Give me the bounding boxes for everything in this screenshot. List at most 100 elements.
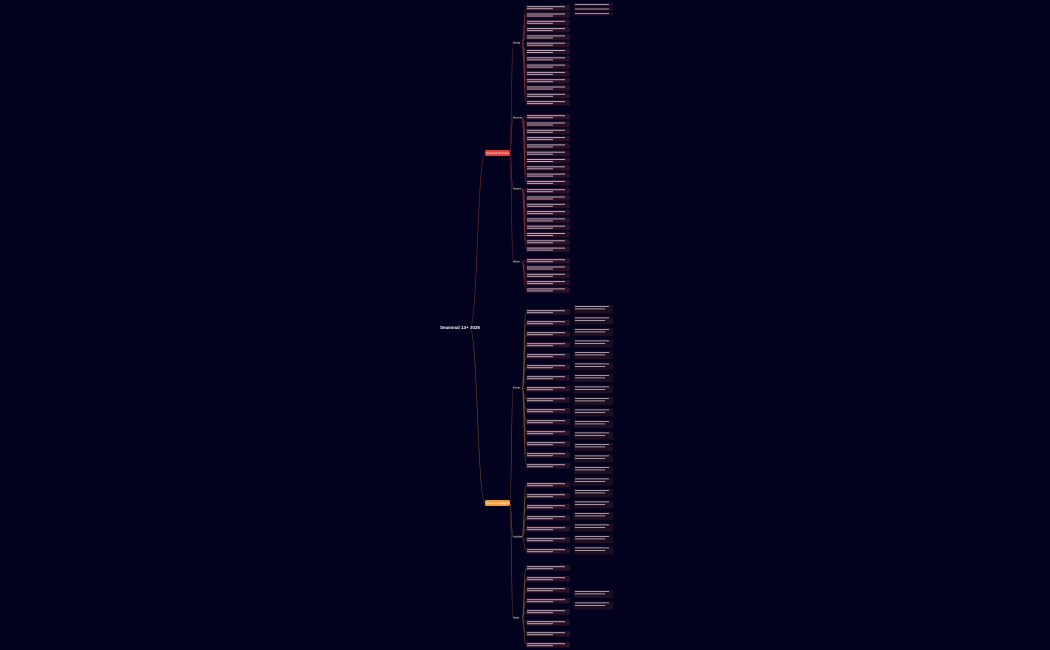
root-label: Seasonal 13+ 2025 [440,325,480,330]
leaf-text [527,86,565,88]
detail-text [575,547,609,549]
detail-text [575,366,605,367]
detail-text [575,536,609,537]
sub-label: Autumn [513,188,522,191]
detail-text [575,352,609,353]
leaf-text [527,601,553,603]
leaf-text [527,115,565,117]
leaf-node [526,258,570,264]
leaf-text [527,50,565,51]
leaf-text [527,540,553,542]
leaf-text [527,196,565,198]
leaf-text [527,211,565,213]
leaf-text [527,411,553,413]
leaf-text [527,365,565,367]
leaf-text [527,367,553,369]
leaf-node [526,217,570,223]
detail-text [575,492,605,494]
leaf-text [527,175,553,177]
detail-text [575,409,609,411]
leaf-node [526,386,570,392]
leaf-node [526,165,570,171]
connector [509,152,514,263]
detail-text [575,375,609,376]
leaf-node [526,504,570,510]
leaf-text [527,343,565,345]
leaf-node [526,576,570,582]
leaf-text [527,455,553,457]
leaf-text [527,621,565,623]
detail-text [575,423,605,425]
leaf-node [526,430,570,436]
leaf-text [527,433,553,435]
connector [509,152,514,190]
detail-text [575,13,609,14]
leaf-text [527,13,565,15]
leaf-text [527,198,553,200]
leaf-text [527,131,553,133]
leaf-text [527,643,565,645]
leaf-node [526,620,570,626]
leaf-text [527,529,553,531]
leaf-node [526,209,570,216]
leaf-node [526,85,570,91]
leaf-text [527,485,553,487]
leaf-text [527,240,565,242]
leaf-node [526,143,570,149]
leaf-text [527,22,553,24]
leaf-node [526,265,570,271]
leaf-text [527,494,565,496]
leaf-text [527,376,565,378]
leaf-text [527,444,553,446]
leaf-text [527,389,553,391]
leaf-text [527,168,553,170]
leaf-text [527,218,565,220]
leaf-text [527,117,553,119]
leaf-node [526,609,570,615]
connector [521,387,527,466]
leaf-node [526,279,570,286]
leaf-text [527,37,553,39]
detail-text [575,467,609,468]
leaf-text [527,122,565,124]
leaf-node [526,537,570,543]
leaf-text [527,588,565,590]
detail-text [575,306,609,307]
leaf-text [527,516,565,518]
leaf-node [526,34,570,40]
leaf-text [527,321,565,323]
detail-text [575,524,609,526]
detail-text [575,389,605,390]
detail-text [575,308,605,310]
leaf-text [527,129,565,131]
leaf-text [527,159,565,160]
leaf-text [527,634,553,636]
leaf-node [526,631,570,637]
leaf-text [527,442,565,444]
detail-text [575,605,605,606]
detail-text [575,317,609,319]
leaf-text [527,290,553,292]
leaf-text [527,64,565,66]
leaf-text [527,93,565,95]
leaf-text [527,409,565,411]
leaf-text [527,88,553,90]
leaf-text [527,52,553,53]
leaf-node [526,70,570,77]
leaf-text [527,180,565,182]
leaf-text [527,81,553,83]
leaf-text [527,453,565,455]
detail-text [575,412,605,413]
leaf-node [526,598,570,604]
leaf-node [526,128,570,135]
leaf-node [526,463,570,469]
detail-text [575,481,605,482]
leaf-text [527,400,553,402]
detail-text [575,444,609,445]
detail-text [575,550,605,551]
leaf-text [527,235,553,236]
leaf-text [527,173,565,175]
leaf-node [526,5,570,11]
leaf-text [527,266,565,268]
